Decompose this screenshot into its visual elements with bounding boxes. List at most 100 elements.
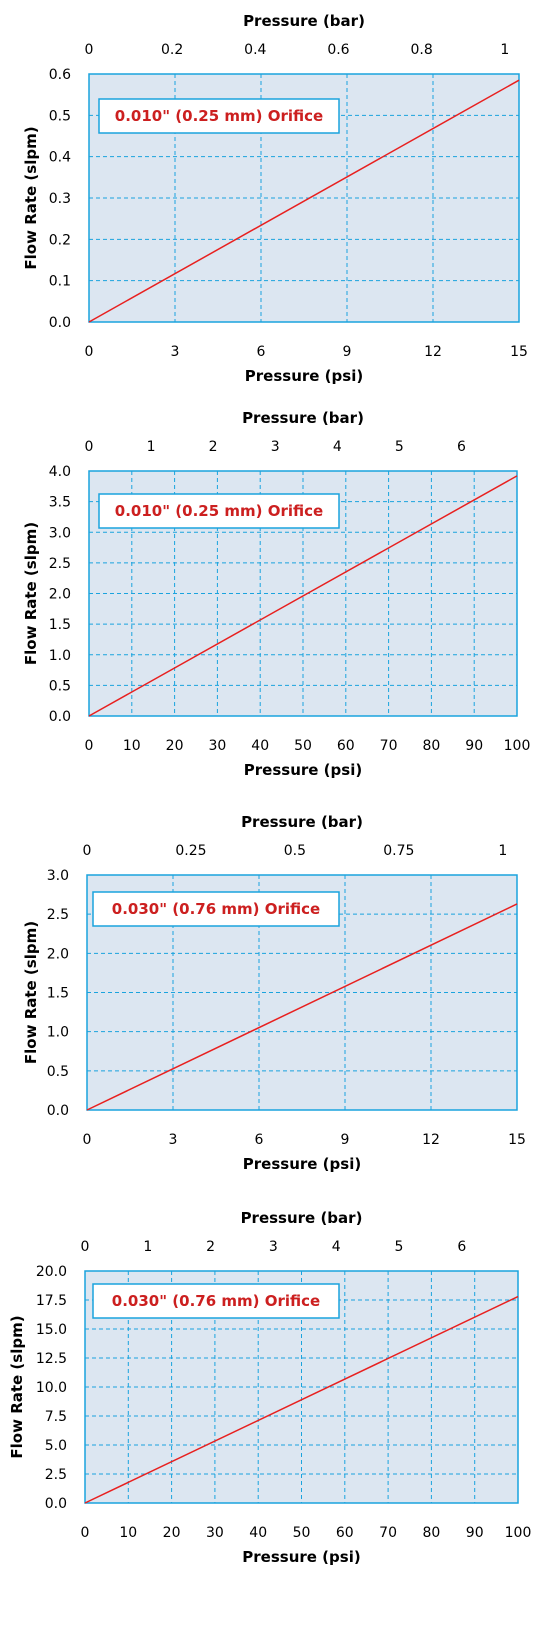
x-tick-label: 70 xyxy=(380,738,398,754)
y-tick-label: 2.5 xyxy=(49,556,71,572)
x2-tick-label: 4 xyxy=(332,1239,341,1255)
x2-axis-title: Pressure (bar) xyxy=(241,1209,363,1227)
x2-tick-label: 6 xyxy=(457,1239,466,1255)
x-tick-label: 70 xyxy=(379,1525,397,1541)
x-axis-title: Pressure (psi) xyxy=(245,367,363,385)
x-tick-label: 80 xyxy=(422,1525,440,1541)
x2-tick-label: 2 xyxy=(209,439,218,455)
x2-tick-label: 1 xyxy=(498,843,507,859)
y-tick-label: 1.5 xyxy=(49,617,71,633)
flow-chart-1: 0.010" (0.25 mm) Orifice 0.0 0.1 0.2 0.3 0.4 0… xyxy=(22,12,528,385)
annotation-label: 0.030" (0.76 mm) Orifice xyxy=(112,900,320,918)
y-tick-label: 1.0 xyxy=(49,648,71,664)
y-tick-label: 0.0 xyxy=(45,1496,67,1512)
series-line xyxy=(88,475,518,717)
annotation-box xyxy=(98,493,340,529)
x-axis-title: Pressure (psi) xyxy=(244,761,362,779)
annotation-label: 0.010" (0.25 mm) Orifice xyxy=(115,107,323,125)
x-tick-label: 30 xyxy=(208,738,226,754)
x2-tick-label: 0.6 xyxy=(327,42,349,58)
y-axis-title: Flow Rate (slpm) xyxy=(22,522,40,665)
y-tick-label: 20.0 xyxy=(36,1264,67,1280)
y-tick-label: 17.5 xyxy=(36,1293,67,1309)
x-tick-label: 60 xyxy=(337,738,355,754)
x-tick-label: 10 xyxy=(123,738,141,754)
x-tick-label: 9 xyxy=(341,1132,350,1148)
x-tick-label: 3 xyxy=(169,1132,178,1148)
flow-chart-4: 0.030" (0.76 mm) Orifice 0.0 2.5 5.0 7.5 10.0… xyxy=(8,1209,532,1566)
x-tick-label: 0 xyxy=(85,344,94,360)
series-line xyxy=(88,79,520,323)
x-tick-label: 6 xyxy=(255,1132,264,1148)
plot-frame xyxy=(88,470,518,717)
x2-tick-label: 5 xyxy=(395,1239,404,1255)
annotation-box xyxy=(98,98,340,134)
y-axis-title: Flow Rate (slpm) xyxy=(22,921,40,1064)
x2-tick-label: 0.25 xyxy=(175,843,206,859)
x-tick-label: 90 xyxy=(465,738,483,754)
y-tick-label: 1.0 xyxy=(47,1025,69,1041)
annotation-label: 0.030" (0.76 mm) Orifice xyxy=(112,1292,320,1310)
plot-frame xyxy=(84,1270,519,1504)
x-axis-title: Pressure (psi) xyxy=(242,1548,360,1566)
x-tick-label: 50 xyxy=(293,1525,311,1541)
y-tick-label: 7.5 xyxy=(45,1409,67,1425)
x2-tick-label: 0.2 xyxy=(161,42,183,58)
x2-tick-label: 1 xyxy=(143,1239,152,1255)
x2-tick-label: 0 xyxy=(85,439,94,455)
annotation-box xyxy=(92,1283,340,1319)
plot-frame xyxy=(88,73,520,323)
x-tick-label: 0 xyxy=(85,738,94,754)
x2-tick-label: 0 xyxy=(81,1239,90,1255)
x2-tick-label: 3 xyxy=(269,1239,278,1255)
y-tick-label: 0.1 xyxy=(49,274,71,290)
x-tick-label: 10 xyxy=(119,1525,137,1541)
y-tick-label: 3.0 xyxy=(47,868,69,884)
y-tick-label: 0.0 xyxy=(47,1103,69,1119)
x2-tick-label: 4 xyxy=(333,439,342,455)
plot-frame xyxy=(86,874,518,1111)
y-tick-label: 3.5 xyxy=(49,495,71,511)
y-tick-label: 1.5 xyxy=(47,986,69,1002)
flow-chart-2: 0.010" (0.25 mm) Orifice 0.0 0.5 1.0 1.5 2.0 2… xyxy=(22,409,531,779)
y-tick-label: 15.0 xyxy=(36,1322,67,1338)
y-tick-label: 2.5 xyxy=(45,1467,67,1483)
x2-tick-label: 1 xyxy=(500,42,509,58)
x-tick-label: 9 xyxy=(343,344,352,360)
x-tick-label: 100 xyxy=(504,738,531,754)
y-tick-label: 2.0 xyxy=(47,946,69,962)
x2-tick-label: 0 xyxy=(85,42,94,58)
x-tick-label: 90 xyxy=(466,1525,484,1541)
x-tick-label: 3 xyxy=(171,344,180,360)
x-tick-label: 12 xyxy=(422,1132,440,1148)
y-tick-label: 2.5 xyxy=(47,907,69,923)
y-axis-title: Flow Rate (slpm) xyxy=(22,126,40,269)
x-tick-label: 15 xyxy=(510,344,528,360)
x2-axis-title: Pressure (bar) xyxy=(242,409,364,427)
y-tick-label: 12.5 xyxy=(36,1351,67,1367)
series-line xyxy=(84,1295,519,1504)
y-tick-label: 2.0 xyxy=(49,587,71,603)
x2-tick-label: 0.75 xyxy=(383,843,414,859)
x2-tick-label: 0.4 xyxy=(244,42,266,58)
y-tick-label: 5.0 xyxy=(45,1438,67,1454)
x-tick-label: 50 xyxy=(294,738,312,754)
x-tick-label: 0 xyxy=(81,1525,90,1541)
x2-tick-label: 0 xyxy=(83,843,92,859)
x-tick-label: 40 xyxy=(249,1525,267,1541)
series-line xyxy=(86,903,518,1111)
y-tick-label: 3.0 xyxy=(49,525,71,541)
x2-axis-title: Pressure (bar) xyxy=(241,813,363,831)
x2-tick-label: 2 xyxy=(206,1239,215,1255)
x2-tick-label: 0.8 xyxy=(410,42,432,58)
y-tick-label: 0.0 xyxy=(49,709,71,725)
x-tick-label: 30 xyxy=(206,1525,224,1541)
annotation-box xyxy=(92,891,340,927)
y-tick-label: 0.2 xyxy=(49,232,71,248)
y-tick-label: 10.0 xyxy=(36,1380,67,1396)
x-tick-label: 12 xyxy=(424,344,442,360)
annotation-label: 0.010" (0.25 mm) Orifice xyxy=(115,502,323,520)
y-tick-label: 0.4 xyxy=(49,150,71,166)
x-tick-label: 100 xyxy=(505,1525,532,1541)
x2-tick-label: 1 xyxy=(147,439,156,455)
